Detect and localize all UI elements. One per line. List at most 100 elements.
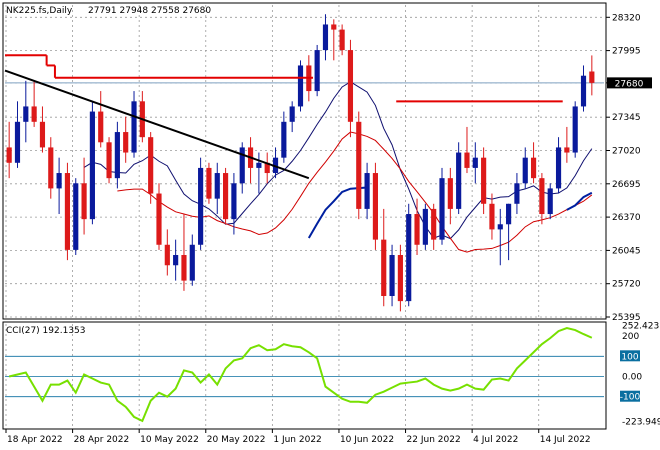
- bear-candle: [164, 229, 170, 276]
- bear-candle: [489, 193, 495, 240]
- bear-candle: [481, 147, 487, 215]
- price-tick-label: 27995: [612, 47, 641, 57]
- candle-body: [447, 178, 453, 209]
- ma-blue-segment: [566, 191, 593, 211]
- candle-body: [289, 106, 295, 122]
- bear-candle: [381, 208, 387, 307]
- bear-candle: [148, 132, 154, 204]
- bear-candle: [48, 137, 54, 199]
- bear-candle: [98, 91, 104, 148]
- bear-candle: [264, 152, 270, 184]
- candle-body: [339, 29, 345, 51]
- bull-candle: [89, 101, 95, 225]
- candle-body: [372, 173, 378, 240]
- bull-candle: [422, 203, 428, 250]
- chart-title: NK225.fs,Daily: [6, 6, 73, 16]
- bull-candle: [514, 173, 520, 215]
- cci-line: [8, 326, 593, 423]
- candle-body: [389, 255, 395, 296]
- price-tick-label: 26370: [612, 213, 641, 223]
- bear-candle: [589, 55, 595, 96]
- bear-candle: [339, 24, 345, 56]
- bull-candle: [289, 101, 295, 133]
- candle-body: [173, 255, 179, 266]
- cci-grid: [5, 324, 540, 427]
- candle-body: [381, 239, 387, 296]
- bull-candle: [322, 14, 329, 61]
- candle-body: [156, 193, 162, 245]
- candle-body: [522, 157, 528, 184]
- bear-candle: [397, 244, 403, 312]
- bull-candle: [231, 173, 237, 235]
- candle-body: [198, 167, 204, 245]
- cci-tick-label: 0.00: [622, 373, 642, 383]
- candle-body: [239, 147, 245, 184]
- candle-body: [422, 208, 428, 245]
- candle-body: [6, 147, 12, 163]
- candle-body: [439, 178, 445, 240]
- price-panel: 28320 27995 27680 27345 27020 26695 26370 26045…: [2, 2, 652, 323]
- candle-body: [114, 132, 120, 179]
- bull-candle: [23, 80, 29, 143]
- bull-candle: [439, 167, 445, 245]
- overlay-lines: [4, 54, 563, 180]
- candle-body: [231, 183, 237, 220]
- bull-candle: [314, 44, 320, 97]
- price-panel-frame: [2, 2, 607, 320]
- candle-body: [81, 183, 87, 220]
- candle-body: [106, 142, 112, 179]
- current-price-tag: 27680: [607, 77, 652, 89]
- candle-body: [189, 244, 195, 281]
- bear-candle: [106, 137, 112, 184]
- bear-candle: [81, 157, 87, 235]
- bull-candle: [114, 121, 120, 189]
- candle-body: [489, 203, 495, 230]
- cci-levels: [5, 355, 604, 398]
- bear-candle: [539, 173, 545, 225]
- cci-level-tag: [620, 350, 640, 362]
- bear-candle: [356, 111, 362, 220]
- cci-title: CCI(27) 192.1353: [6, 326, 86, 336]
- price-tick-label: 27345: [612, 113, 641, 123]
- bull-candle: [131, 91, 137, 158]
- candle-body: [181, 255, 187, 281]
- cci-panel: 252.4231200 100 0.00 -100 -223.949 CCI(27) 1…: [2, 321, 660, 430]
- bull-candle: [198, 157, 204, 250]
- ma-slow-line: [117, 131, 593, 253]
- bull-candle: [14, 101, 21, 168]
- candle-body: [48, 147, 54, 189]
- bull-candle: [256, 152, 262, 194]
- cci-y-axis: 252.4231200 100 0.00 -100 -223.949: [620, 322, 660, 428]
- bull-candle: [214, 162, 220, 215]
- candle-body: [256, 162, 262, 168]
- candle-body: [131, 101, 137, 153]
- x-tick-label: 4 Jul 2022: [473, 435, 518, 445]
- bear-candle: [447, 167, 453, 225]
- x-tick-label: 28 Apr 2022: [74, 435, 130, 445]
- bear-candle: [431, 203, 437, 250]
- candle-body: [73, 183, 79, 250]
- bull-candle: [572, 101, 578, 158]
- price-grid: [5, 5, 604, 318]
- x-tick-label: 22 Jun 2022: [407, 435, 461, 445]
- x-tick-label: 10 May 2022: [140, 435, 199, 445]
- candle-body: [281, 121, 287, 158]
- candle-body: [464, 152, 470, 168]
- cci-level-tag: [620, 390, 640, 402]
- x-tick-label: 14 Jul 2022: [540, 435, 591, 445]
- candle-body: [364, 173, 370, 209]
- bear-candle: [564, 126, 570, 163]
- candle-body: [497, 224, 503, 230]
- bull-candle: [364, 162, 370, 220]
- bear-candle: [414, 198, 420, 256]
- candle-body: [564, 147, 570, 153]
- candle-body: [148, 137, 154, 194]
- candle-body: [414, 214, 420, 245]
- bear-candle: [123, 116, 129, 163]
- candle-body: [322, 24, 329, 51]
- bull-candle: [173, 239, 179, 281]
- bull-candle: [189, 234, 195, 286]
- bear-candle: [372, 162, 378, 250]
- candle-body: [530, 157, 537, 179]
